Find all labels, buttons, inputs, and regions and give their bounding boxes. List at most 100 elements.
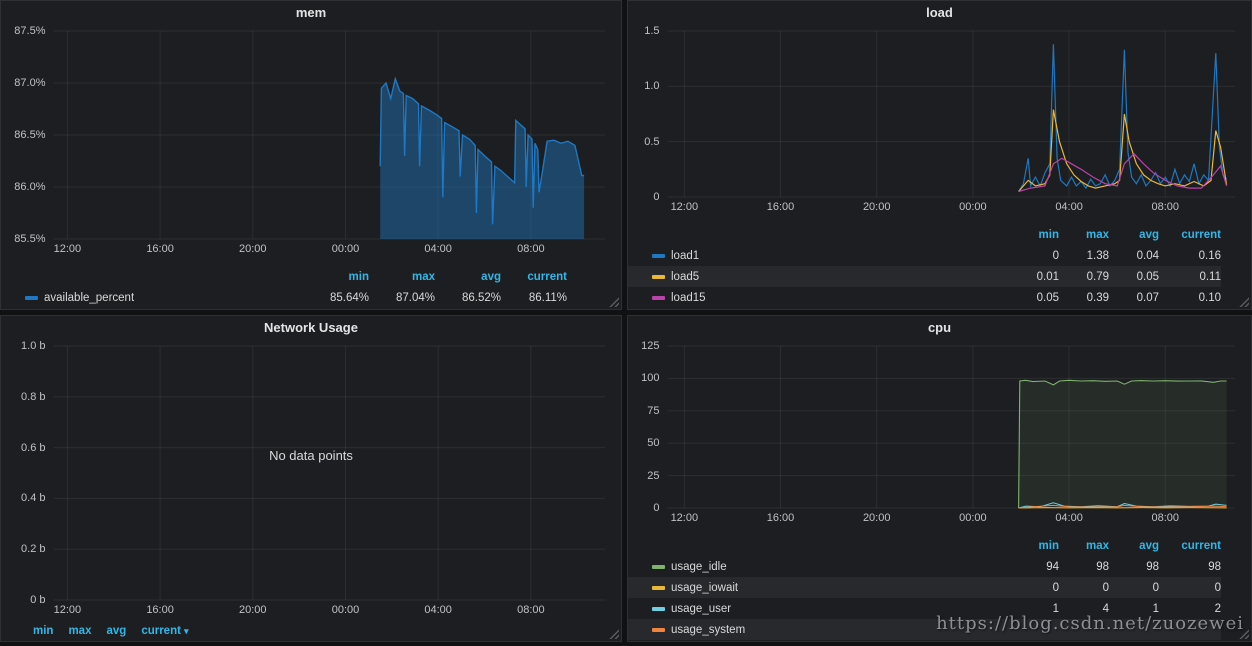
- series-color-swatch: [652, 607, 665, 611]
- legend-header-avg[interactable]: avg: [106, 625, 126, 637]
- legend-value-max: 0: [1059, 582, 1109, 594]
- y-axis-label: 1.0 b: [5, 340, 46, 353]
- y-axis-label: 0.5: [632, 136, 660, 149]
- panel-title-cpu[interactable]: cpu: [628, 316, 1251, 340]
- legend-header-min[interactable]: min: [303, 271, 369, 283]
- y-axis-label: 25: [632, 470, 660, 483]
- x-axis-label: 04:00: [1045, 201, 1093, 214]
- x-axis-label: 00:00: [949, 201, 997, 214]
- legend-value-avg: 0.07: [1109, 292, 1159, 304]
- y-axis-label: 87.0%: [5, 77, 46, 90]
- x-axis-label: 16:00: [136, 604, 184, 617]
- panel-title-load[interactable]: load: [628, 1, 1251, 25]
- legend-header-row: min max avg current: [628, 224, 1221, 245]
- series-color-swatch: [652, 275, 665, 279]
- series-color-swatch: [652, 628, 665, 632]
- legend-value-max: 0.39: [1059, 292, 1109, 304]
- series-label: usage_user: [671, 603, 731, 615]
- legend-value-avg: 98: [1109, 561, 1159, 573]
- x-axis-label: 08:00: [507, 604, 555, 617]
- legend-value-current: 0.10: [1159, 292, 1221, 304]
- legend-value-avg: 0: [1109, 582, 1159, 594]
- series-toggle-available-percent[interactable]: available_percent: [1, 292, 303, 304]
- legend-header-max[interactable]: max: [1059, 229, 1109, 241]
- x-axis-label: 20:00: [853, 201, 901, 214]
- legend-header-avg[interactable]: avg: [1109, 540, 1159, 552]
- y-axis-label: 1.5: [632, 25, 660, 38]
- x-axis-label: 04:00: [414, 604, 462, 617]
- x-axis-label: 04:00: [1045, 512, 1093, 525]
- legend-row-load5: load5 0.01 0.79 0.05 0.11: [628, 266, 1221, 287]
- legend-value-min: 94: [1009, 561, 1059, 573]
- legend-value-max: 4: [1059, 603, 1109, 615]
- y-axis-label: 85.5%: [5, 233, 46, 246]
- legend-value-current: 98: [1159, 561, 1221, 573]
- panel-title-mem[interactable]: mem: [1, 1, 621, 25]
- legend-value-min: 0.01: [1009, 271, 1059, 283]
- series-color-swatch: [25, 296, 38, 300]
- legend-value-current: 0.11: [1159, 271, 1221, 283]
- series-fill-available_percent: [380, 79, 584, 239]
- legend-header-current[interactable]: current: [1159, 540, 1221, 552]
- x-axis-label: 00:00: [321, 604, 369, 617]
- series-label: usage_idle: [671, 561, 727, 573]
- legend-header-avg[interactable]: avg: [435, 271, 501, 283]
- series-fill-usage_idle: [1019, 380, 1227, 508]
- series-toggle-load5[interactable]: load5: [628, 271, 1009, 283]
- legend-value-max: 0.79: [1059, 271, 1109, 283]
- series-toggle-usage-system[interactable]: usage_system: [628, 624, 1009, 636]
- x-axis-label: 16:00: [757, 201, 805, 214]
- series-toggle-load15[interactable]: load15: [628, 292, 1009, 304]
- series-toggle-usage-user[interactable]: usage_user: [628, 603, 1009, 615]
- legend-header-min[interactable]: min: [1009, 229, 1059, 241]
- legend-row-load15: load15 0.05 0.39 0.07 0.10: [628, 287, 1221, 308]
- legend-header-min[interactable]: min: [33, 625, 53, 637]
- series-toggle-usage-idle[interactable]: usage_idle: [628, 561, 1009, 573]
- legend-header-row: min max avg current: [1, 266, 567, 287]
- series-toggle-usage-iowait[interactable]: usage_iowait: [628, 582, 1009, 594]
- legend-row-available-percent: available_percent 85.64% 87.04% 86.52% 8…: [1, 287, 567, 308]
- series-toggle-load1[interactable]: load1: [628, 250, 1009, 262]
- legend-header-avg[interactable]: avg: [1109, 229, 1159, 241]
- mem-plot: [5, 25, 617, 259]
- series-color-swatch: [652, 586, 665, 590]
- series-label: load1: [671, 250, 699, 262]
- legend-value-current: 0: [1159, 582, 1221, 594]
- legend-header-current[interactable]: current: [501, 271, 567, 283]
- series-color-swatch: [652, 565, 665, 569]
- legend-header-max[interactable]: max: [369, 271, 435, 283]
- series-label: usage_iowait: [671, 582, 738, 594]
- x-axis-label: 12:00: [43, 604, 91, 617]
- legend-value-avg: 0.05: [1109, 271, 1159, 283]
- x-axis-label: 00:00: [949, 512, 997, 525]
- panel-title-network-usage[interactable]: Network Usage: [1, 316, 621, 340]
- y-axis-label: 75: [632, 405, 660, 418]
- x-axis-label: 16:00: [136, 243, 184, 256]
- legend-row-load1: load1 0 1.38 0.04 0.16: [628, 245, 1221, 266]
- x-axis-label: 08:00: [507, 243, 555, 256]
- y-axis-label: 0: [632, 191, 660, 204]
- legend-value-max: 87.04%: [369, 292, 435, 304]
- legend-value-max: 98: [1059, 561, 1109, 573]
- legend-header-max[interactable]: max: [1059, 540, 1109, 552]
- legend-header-min[interactable]: min: [1009, 540, 1059, 552]
- legend-header-current[interactable]: current▾: [141, 625, 188, 637]
- legend-header-current[interactable]: current: [1159, 229, 1221, 241]
- legend-value-avg: 0.04: [1109, 250, 1159, 262]
- legend-value-avg: 86.52%: [435, 292, 501, 304]
- y-axis-label: 86.5%: [5, 129, 46, 142]
- y-axis-label: 100: [632, 372, 660, 385]
- x-axis-label: 20:00: [229, 604, 277, 617]
- cpu-plot: [632, 340, 1247, 528]
- y-axis-label: 0: [632, 502, 660, 515]
- y-axis-label: 87.5%: [5, 25, 46, 38]
- y-axis-label: 50: [632, 437, 660, 450]
- legend-header-max[interactable]: max: [68, 625, 91, 637]
